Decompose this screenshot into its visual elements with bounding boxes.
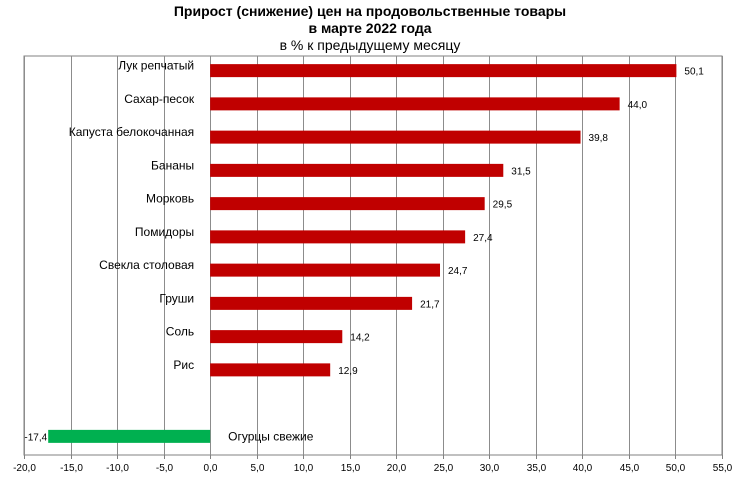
category-label: Лук репчатый	[118, 59, 194, 73]
bar	[48, 429, 211, 443]
x-tick-label: -10,0	[106, 463, 129, 474]
x-tick-label: 50,0	[666, 463, 686, 474]
data-label: 31,5	[511, 166, 531, 177]
bar	[210, 130, 581, 144]
data-label: 12,9	[338, 366, 358, 377]
x-tick-label: 40,0	[573, 463, 593, 474]
x-tick-label: -5,0	[156, 463, 174, 474]
x-tick-label: -15,0	[60, 463, 83, 474]
category-label: Капуста белокочанная	[69, 125, 194, 139]
category-label: Помидоры	[135, 225, 194, 239]
category-label: Рис	[173, 358, 194, 372]
category-label: Бананы	[151, 158, 194, 172]
x-tick-label: 5,0	[251, 463, 265, 474]
x-tick-label: -20,0	[13, 463, 36, 474]
x-tick-label: 45,0	[620, 463, 640, 474]
data-label: 39,8	[589, 133, 609, 144]
data-label: 44,0	[628, 100, 648, 111]
category-label: Огурцы свежие	[228, 429, 314, 443]
bar	[210, 97, 620, 111]
x-tick-label: 35,0	[527, 463, 547, 474]
data-label: 27,4	[473, 233, 493, 244]
bar	[210, 163, 504, 177]
data-label: 14,2	[350, 333, 370, 344]
category-label: Свекла столовая	[99, 258, 194, 272]
x-tick-label: 15,0	[341, 463, 361, 474]
grid-lines	[23, 55, 723, 459]
chart-subtitle: в % к предыдущему месяцу	[279, 37, 461, 53]
category-label: Сахар-песок	[124, 92, 195, 106]
bar	[210, 197, 485, 211]
labels: -20,0 -15,0 -10,0 -5,0 0,0 5,0 10,0 15,0 20,0 25,…	[13, 59, 733, 474]
data-label: -17,4	[24, 432, 47, 443]
x-tick-label: 20,0	[387, 463, 407, 474]
category-label: Соль	[166, 325, 194, 339]
bars	[48, 64, 677, 443]
data-label: 21,7	[420, 299, 440, 310]
data-label: 24,7	[448, 266, 468, 277]
plot-border	[23, 55, 723, 456]
x-tick-label: 0,0	[204, 463, 218, 474]
category-label: Морковь	[146, 192, 194, 206]
x-tick-label: 25,0	[434, 463, 454, 474]
data-label: 29,5	[493, 200, 513, 211]
chart-title-line2: в марте 2022 года	[308, 20, 432, 36]
bar	[210, 64, 677, 78]
x-tick-label: 30,0	[480, 463, 500, 474]
bar	[210, 296, 413, 310]
bar	[210, 263, 441, 277]
x-tick-label: 55,0	[713, 463, 733, 474]
bar	[210, 330, 343, 344]
bar	[210, 363, 331, 377]
chart-title-line1: Прирост (снижение) цен на продовольствен…	[173, 3, 567, 19]
x-tick-label: 10,0	[294, 463, 314, 474]
bar	[210, 230, 466, 244]
data-label: 50,1	[684, 67, 704, 78]
category-label: Груши	[159, 291, 194, 305]
